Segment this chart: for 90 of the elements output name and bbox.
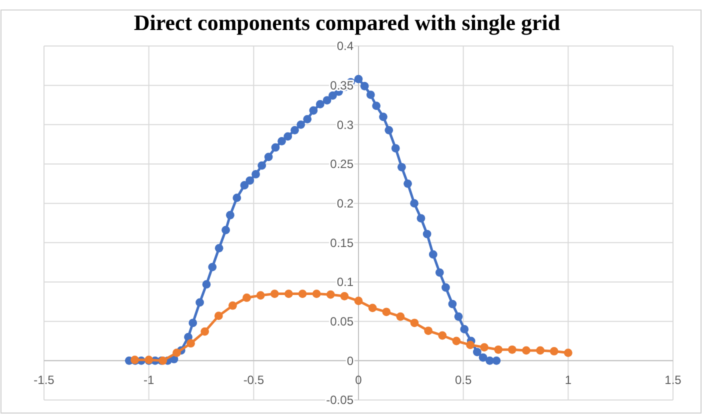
point <box>550 347 558 356</box>
y-tick-label: 0 <box>346 354 354 368</box>
point <box>214 312 223 320</box>
point <box>296 120 306 129</box>
point <box>404 179 412 188</box>
point <box>372 102 381 110</box>
y-tick-label: 0.3 <box>336 118 354 132</box>
point <box>522 346 530 355</box>
point <box>448 300 457 308</box>
point <box>228 301 237 310</box>
point <box>208 262 217 272</box>
chart-title: Direct components compared with single grid <box>134 10 560 35</box>
point <box>366 90 375 99</box>
point <box>284 132 292 141</box>
point <box>397 162 406 172</box>
point <box>396 312 405 321</box>
x-tick-label: -0.5 <box>243 373 264 388</box>
point <box>290 126 299 134</box>
point <box>368 304 377 312</box>
point <box>486 356 494 365</box>
y-tick-label: 0.4 <box>336 39 354 54</box>
y-tick-label: -0.05 <box>326 393 354 408</box>
point <box>478 353 488 362</box>
point <box>492 356 501 365</box>
point <box>438 331 447 340</box>
point <box>416 214 426 222</box>
point <box>214 244 224 252</box>
x-tick-label: 1.5 <box>664 373 682 388</box>
point <box>312 290 321 298</box>
point <box>424 326 433 335</box>
point <box>200 327 210 336</box>
point <box>384 126 394 134</box>
point <box>379 112 388 121</box>
point <box>196 298 204 307</box>
point <box>252 170 260 178</box>
point <box>452 336 461 346</box>
point <box>428 250 438 259</box>
point <box>472 348 482 356</box>
point <box>271 143 280 152</box>
y-tick-label: 0.2 <box>336 196 354 211</box>
point <box>354 296 363 306</box>
x-tick-label: -1 <box>143 373 154 388</box>
x-tick-label: 1 <box>564 373 572 388</box>
y-tick-label: 0.05 <box>330 314 354 329</box>
point <box>284 290 293 298</box>
point <box>246 176 254 185</box>
point <box>256 291 265 300</box>
point <box>278 136 286 146</box>
point <box>508 345 516 354</box>
point <box>564 348 572 357</box>
point <box>382 308 391 316</box>
x-tick-label: -1.5 <box>34 373 55 388</box>
point <box>326 290 335 299</box>
point <box>172 348 181 357</box>
point <box>442 283 450 292</box>
point <box>303 114 312 124</box>
point <box>240 181 249 190</box>
x-tick-label: 0.5 <box>454 373 472 388</box>
point <box>466 340 474 350</box>
point <box>422 230 432 238</box>
point <box>410 318 419 328</box>
point <box>322 96 332 104</box>
point <box>202 280 211 289</box>
point <box>258 161 266 170</box>
point <box>298 290 307 298</box>
y-tick-label: 0.15 <box>330 236 354 250</box>
point <box>328 91 337 100</box>
point <box>222 226 230 234</box>
y-tick-label: 0.1 <box>336 275 354 290</box>
point <box>435 268 444 277</box>
point <box>454 312 463 321</box>
y-tick-label: 0.25 <box>330 157 354 172</box>
point <box>410 199 418 208</box>
point <box>460 325 469 334</box>
point <box>536 346 544 355</box>
point <box>354 74 363 84</box>
point <box>494 345 503 354</box>
point <box>232 194 242 202</box>
point <box>186 339 195 348</box>
point <box>316 100 324 108</box>
point <box>188 318 198 328</box>
point <box>242 294 251 302</box>
point <box>480 343 488 352</box>
point <box>226 210 234 220</box>
point <box>309 106 318 115</box>
point <box>360 82 369 90</box>
point <box>340 292 349 300</box>
point <box>391 144 400 152</box>
point <box>264 152 273 162</box>
point <box>270 290 279 298</box>
